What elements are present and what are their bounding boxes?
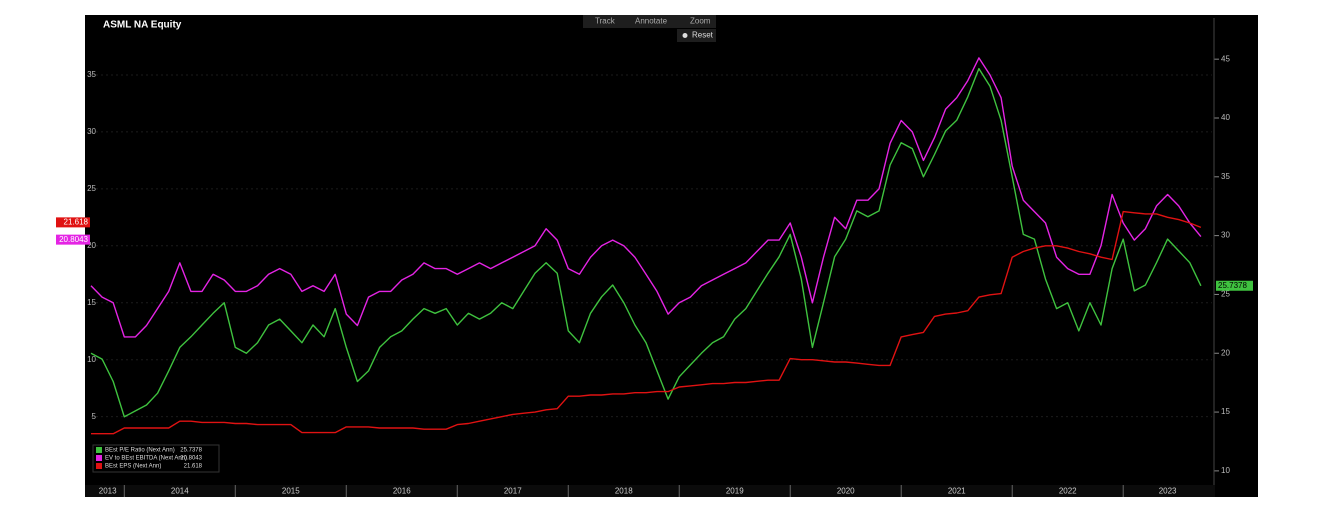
x-tick-label: 2021 xyxy=(948,487,966,496)
series-line xyxy=(90,67,1202,418)
series-line xyxy=(90,57,1202,338)
legend-label: BEst EPS (Next Ann) xyxy=(105,464,161,470)
legend-swatch xyxy=(96,455,102,461)
x-tick-label: 2023 xyxy=(1159,487,1177,496)
y-tick-label: 20 xyxy=(87,241,96,250)
y2-tick-label: 40 xyxy=(1221,113,1230,122)
x-tick-label: 2022 xyxy=(1059,487,1077,496)
series-line xyxy=(91,210,1202,435)
last-value-flag xyxy=(56,217,90,228)
legend-swatch xyxy=(96,447,102,453)
toolbar-background xyxy=(677,29,716,42)
toolbar-background xyxy=(583,15,716,28)
x-tick-label: 2015 xyxy=(282,487,300,496)
x-tick-label: 2016 xyxy=(393,487,411,496)
last-value-label: 25.7378 xyxy=(1218,281,1247,290)
y-tick-label: 15 xyxy=(87,298,96,307)
last-value-flag xyxy=(1216,280,1253,291)
y-tick-label: 30 xyxy=(87,127,96,136)
y-tick-label: 10 xyxy=(87,355,96,364)
year-band xyxy=(85,485,1215,497)
legend-label: EV to BEst EBITDA (Next Ann) xyxy=(105,456,187,462)
legend-value: 25.7378 xyxy=(180,448,202,454)
x-tick-label: 2013 xyxy=(99,487,117,496)
last-value-label: 21.618 xyxy=(64,217,89,226)
legend-label: BEst P/E Ratio (Next Ann) xyxy=(105,448,175,454)
y2-tick-label: 20 xyxy=(1221,348,1230,357)
toolbar-button[interactable]: Zoom xyxy=(690,17,711,26)
x-tick-label: 2019 xyxy=(726,487,744,496)
y2-tick-label: 15 xyxy=(1221,407,1230,416)
y2-tick-label: 45 xyxy=(1221,54,1230,63)
toolbar: Track Annotate Zoom Reset xyxy=(583,15,716,42)
y2-tick-label: 25 xyxy=(1221,290,1230,299)
last-value-flag xyxy=(56,234,90,245)
toolbar-button[interactable]: Reset xyxy=(692,31,714,40)
toolbar-button[interactable]: Annotate xyxy=(635,17,668,26)
x-tick-label: 2018 xyxy=(615,487,633,496)
y-tick-label: 35 xyxy=(87,70,96,79)
chart-title: ASML NA Equity xyxy=(103,20,182,31)
x-tick-label: 2014 xyxy=(171,487,189,496)
y-tick-label: 25 xyxy=(87,184,96,193)
x-tick-label: 2020 xyxy=(837,487,855,496)
legend-box xyxy=(92,444,220,473)
legend-swatch xyxy=(96,463,102,469)
y-tick-label: 5 xyxy=(92,412,97,421)
last-value-label: 20.8043 xyxy=(59,235,88,244)
x-tick-label: 2017 xyxy=(504,487,522,496)
toolbar-icon xyxy=(682,33,688,38)
legend-value: 20.8043 xyxy=(180,456,202,462)
y2-tick-label: 10 xyxy=(1221,466,1230,475)
y2-tick-label: 30 xyxy=(1221,231,1230,240)
y2-tick-label: 35 xyxy=(1221,172,1230,181)
legend-value: 21.618 xyxy=(184,464,203,470)
toolbar-button[interactable]: Track xyxy=(595,17,616,26)
